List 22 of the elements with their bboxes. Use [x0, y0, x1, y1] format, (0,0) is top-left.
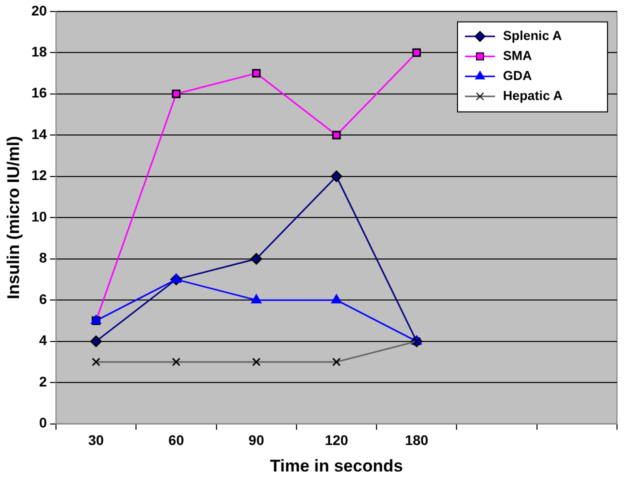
x-tick-label: 90: [248, 432, 264, 448]
y-axis-title: Insulin (micro IU/ml): [4, 136, 23, 300]
x-tick-label: 120: [324, 432, 348, 448]
y-tick-label: 0: [39, 414, 48, 431]
y-tick-label: 4: [39, 332, 48, 348]
y-tick-label: 10: [31, 208, 48, 224]
legend-label: GDA: [503, 68, 532, 83]
x-axis-title: Time in seconds: [270, 456, 403, 476]
legend-label: SMA: [503, 48, 532, 63]
x-tick-label: 60: [168, 432, 184, 448]
y-tick-label: 12: [31, 167, 48, 184]
y-tick-label: 16: [31, 84, 48, 101]
y-tick-label: 18: [31, 44, 48, 60]
y-tick-label: 8: [39, 250, 48, 266]
y-tick-label: 20: [31, 2, 48, 18]
y-tick-label: 14: [31, 126, 48, 142]
y-tick-label: 6: [39, 290, 48, 307]
x-tick-label: 30: [88, 432, 104, 448]
legend-label: Hepatic A: [503, 88, 564, 103]
legend-label: Splenic A: [503, 28, 562, 43]
x-tick-label: 180: [404, 432, 429, 448]
y-tick-label: 2: [39, 373, 48, 390]
